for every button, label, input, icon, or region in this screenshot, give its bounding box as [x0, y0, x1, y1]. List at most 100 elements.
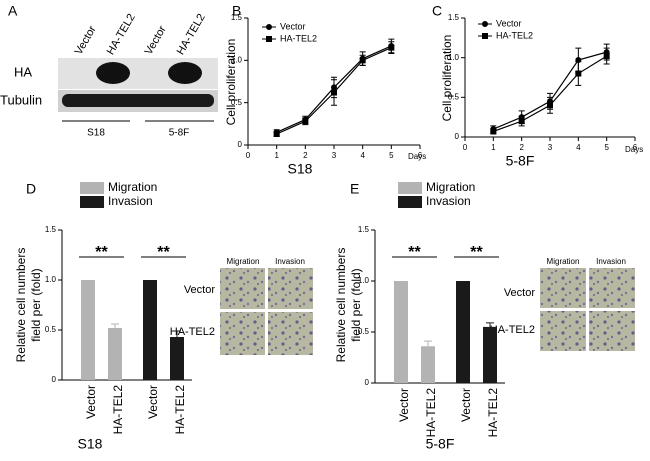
- x-tick-label: 6: [418, 151, 423, 160]
- x-tick-label: 5: [604, 143, 609, 152]
- micrograph: [268, 268, 313, 309]
- panel-label: A: [8, 3, 18, 19]
- error-bar: [424, 340, 432, 347]
- marker: [331, 89, 337, 96]
- row-label: HA-TEL2: [490, 324, 535, 336]
- y-tick-label: 1.0: [358, 276, 370, 285]
- x-tick-label: 3: [548, 143, 553, 152]
- y-tick-label: 0: [365, 378, 370, 387]
- x-tick-label: HA-TEL2: [424, 388, 438, 438]
- y-tick-label: 1.5: [231, 13, 243, 22]
- chart-title: 5-8F: [426, 436, 455, 452]
- error-bar: [111, 323, 119, 328]
- y-tick-label: 1.0: [45, 275, 57, 284]
- legend-swatch: [80, 182, 104, 194]
- x-tick-label: 2: [519, 143, 524, 152]
- marker: [547, 102, 553, 109]
- micrograph: [220, 268, 265, 309]
- panel-label: C: [432, 3, 442, 19]
- x-tick-label: 3: [332, 151, 337, 160]
- column-label: Invasion: [596, 257, 626, 266]
- lane-label: Vector: [73, 24, 99, 57]
- x-tick-label: Vector: [397, 388, 411, 422]
- chart-title: S18: [78, 436, 103, 452]
- error-bar: [486, 322, 494, 327]
- significance-label: **: [470, 244, 483, 261]
- x-tick-label: 1: [491, 143, 496, 152]
- y-tick-label: 1.5: [45, 225, 57, 234]
- legend-marker: [482, 21, 488, 27]
- y-axis-label: Relative cell numbers: [334, 248, 348, 363]
- significance-label: **: [408, 244, 421, 261]
- legend-marker: [266, 24, 272, 30]
- x-tick-label: HA-TEL2: [111, 385, 125, 435]
- legend-label: Vector: [496, 18, 522, 28]
- y-tick-label: 1.5: [358, 225, 370, 234]
- x-tick-label: 0: [463, 143, 468, 152]
- row-label: HA-TEL2: [170, 326, 215, 338]
- x-tick-label: 6: [633, 143, 638, 152]
- x-tick-label: HA-TEL2: [173, 385, 187, 435]
- group-label: 5-8F: [169, 128, 190, 139]
- bar: [81, 280, 95, 380]
- legend-label: HA-TEL2: [496, 30, 533, 40]
- y-tick-label: 1.0: [231, 55, 243, 64]
- bar: [170, 337, 184, 380]
- marker: [518, 118, 525, 125]
- micrograph: [220, 312, 265, 355]
- x-tick-label: 4: [576, 143, 581, 152]
- legend-swatch: [80, 196, 104, 208]
- panel-label: E: [350, 181, 359, 197]
- y-tick-label: 1.5: [448, 13, 460, 22]
- legend-label: Invasion: [426, 194, 471, 208]
- x-tick-label: 0: [246, 151, 251, 160]
- marker: [603, 53, 610, 60]
- panel-label: D: [26, 181, 36, 197]
- x-tick-label: 1: [274, 151, 279, 160]
- x-tick-label: Vector: [146, 385, 160, 419]
- legend-swatch: [398, 182, 422, 194]
- lane-label: HA-TEL2: [105, 12, 138, 57]
- y-tick-label: 1.0: [448, 53, 460, 62]
- lane-label: HA-TEL2: [175, 12, 208, 57]
- blot: A Vector HA-TEL2 Vector HA-TEL2 HA Tubul…: [0, 3, 218, 139]
- y-tick-label: 0.5: [231, 98, 243, 107]
- line: [493, 51, 607, 130]
- band: [168, 62, 202, 84]
- panel-label: B: [232, 3, 241, 19]
- legend-label: Migration: [108, 180, 157, 194]
- marker: [575, 70, 582, 77]
- legend-label: Vector: [280, 21, 306, 31]
- group-label: S18: [87, 128, 105, 139]
- legend-label: HA-TEL2: [280, 33, 317, 43]
- significance-label: **: [95, 244, 108, 261]
- x-tick-label: Vector: [84, 385, 98, 419]
- marker: [388, 44, 395, 51]
- row-label: HA: [14, 64, 32, 79]
- legend-label: Migration: [426, 180, 475, 194]
- bar: [483, 326, 497, 383]
- micrograph: [540, 268, 586, 308]
- x-axis-label: Days: [408, 152, 426, 161]
- bar: [108, 328, 122, 380]
- x-tick-label: 5: [389, 151, 394, 160]
- lane-label: Vector: [143, 24, 169, 57]
- row-label: Tubulin: [0, 92, 42, 107]
- x-tick-label: Vector: [459, 388, 473, 422]
- chart-title: S18: [288, 161, 313, 177]
- legend-label: Invasion: [108, 194, 153, 208]
- marker: [359, 57, 366, 64]
- legend-marker: [482, 33, 488, 39]
- x-tick-label: 2: [303, 151, 308, 160]
- micrographs: Migration Invasion Vector HA-TEL2 Migrat…: [170, 257, 635, 355]
- x-axis-label: Days: [625, 145, 643, 154]
- y-tick-label: 0: [52, 375, 57, 384]
- micrograph: [540, 311, 586, 351]
- y-tick-label: 0.5: [45, 325, 57, 334]
- y-tick-label: 0: [455, 132, 460, 141]
- y-axis-label: field per (fold): [29, 268, 43, 341]
- legend-marker: [266, 36, 272, 42]
- micrograph: [268, 312, 313, 355]
- bar: [456, 281, 470, 383]
- band: [96, 62, 130, 84]
